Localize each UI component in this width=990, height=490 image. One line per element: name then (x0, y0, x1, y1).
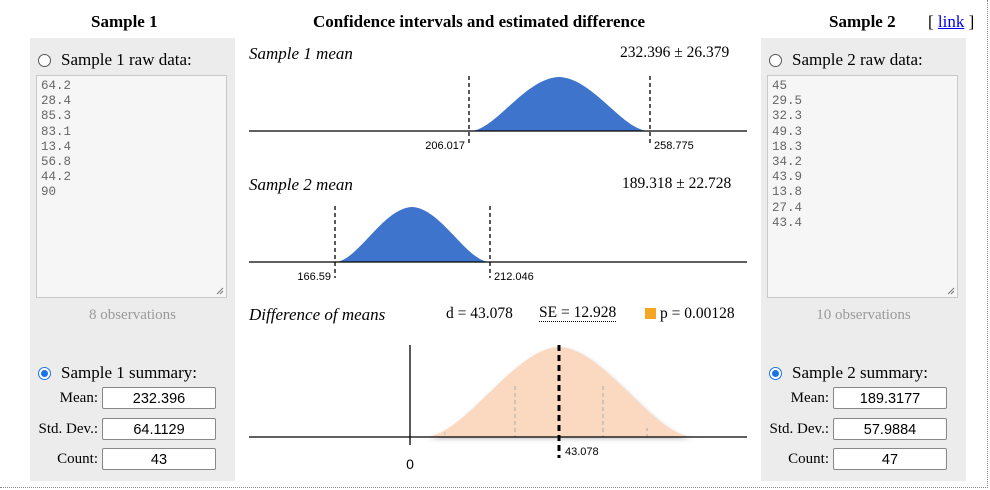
sample1-raw-label: Sample 1 raw data: (61, 50, 192, 69)
sample1-summary-radio-row[interactable]: Sample 1 summary: (38, 363, 197, 383)
diff-distribution-plot: 0 43.078 (249, 345, 747, 472)
sample2-mean-row: Mean: 189.3177 (761, 387, 966, 409)
s2-plot-summary: 189.318 ± 22.728 (622, 175, 732, 192)
s1-distribution-curve (470, 77, 649, 131)
sample1-count-row: Count: 43 (30, 448, 235, 470)
raw-value: 18.3 (772, 139, 803, 154)
sample1-sd-row: Std. Dev.: 64.1129 (30, 418, 235, 440)
diff-d-value: d = 43.078 (446, 305, 513, 322)
sample1-mean-row: Mean: 232.396 (30, 387, 235, 409)
sample1-header: Sample 1 (91, 12, 158, 31)
sample1-raw-textarea[interactable]: 64.2 28.4 85.3 83.1 13.4 56.8 44.2 90 (36, 75, 227, 298)
sample2-raw-label: Sample 2 raw data: (792, 50, 923, 69)
diff-zero-label: 0 (406, 456, 414, 472)
link-close-bracket: ] (968, 12, 975, 31)
count-label: Count: (57, 450, 98, 467)
p-value-swatch (645, 308, 656, 319)
sample1-panel: Sample 1 raw data: 64.2 28.4 85.3 83.1 1… (30, 38, 235, 481)
sample2-summary-radio-row[interactable]: Sample 2 summary: (769, 363, 928, 383)
link-open-bracket: [ (928, 12, 934, 31)
s2-distribution-curve (335, 207, 490, 262)
raw-value: 29.5 (772, 94, 803, 109)
diff-p-value: p = 0.00128 (660, 305, 735, 322)
raw-value: 34.2 (772, 155, 803, 170)
sample2-panel: Sample 2 raw data: 45 29.5 32.3 49.3 18.… (761, 38, 966, 481)
raw-value: 27.4 (772, 200, 803, 215)
sample2-raw-radio-row[interactable]: Sample 2 raw data: (769, 50, 923, 70)
raw-value: 32.3 (772, 109, 803, 124)
sample1-sd-input[interactable]: 64.1129 (102, 418, 216, 440)
raw-value: 49.3 (772, 124, 803, 139)
sd-label: Std. Dev.: (38, 420, 98, 437)
sample2-mean-input[interactable]: 189.3177 (833, 387, 947, 409)
raw-value: 13.8 (772, 185, 803, 200)
raw-value: 64.2 (41, 79, 72, 93)
sample1-observations: 8 observations (88, 307, 177, 323)
link-anchor[interactable]: link (937, 12, 965, 31)
sample2-count-input[interactable]: 47 (833, 448, 947, 470)
mean-label: Mean: (790, 389, 829, 406)
sample1-count-input[interactable]: 43 (102, 448, 216, 470)
sample2-raw-textarea[interactable]: 45 29.5 32.3 49.3 18.3 34.2 43.9 13.8 27… (767, 75, 958, 298)
sample2-observations: 10 observations (816, 307, 911, 323)
sample1-raw-radio[interactable] (38, 53, 51, 67)
sample1-summary-label: Sample 1 summary: (61, 363, 197, 382)
diff-marker-label: 43.078 (565, 446, 599, 458)
sample2-raw-radio[interactable] (769, 53, 782, 67)
raw-value: 45 (772, 79, 788, 93)
resize-grip-icon[interactable] (947, 287, 955, 295)
diff-plot-title: Difference of means (249, 305, 386, 324)
sample2-summary-radio[interactable] (769, 366, 782, 380)
diff-se-value[interactable]: SE = 12.928 (539, 304, 617, 322)
raw-value: 43.4 (772, 215, 803, 230)
raw-value: 56.8 (41, 155, 72, 170)
s2-lower-label: 166.59 (297, 271, 331, 283)
sample1-mean-input[interactable]: 232.396 (102, 387, 216, 409)
sample1-raw-radio-row[interactable]: Sample 1 raw data: (38, 50, 192, 70)
sample2-sd-row: Std. Dev.: 57.9884 (761, 418, 966, 440)
sample2-sd-input[interactable]: 57.9884 (833, 418, 947, 440)
s1-plot-summary: 232.396 ± 26.379 (620, 44, 730, 61)
mean-label: Mean: (59, 389, 98, 406)
s2-plot-title: Sample 2 mean (249, 175, 353, 194)
raw-value: 13.4 (41, 139, 72, 154)
sample1-summary-radio[interactable] (38, 366, 51, 380)
middle-header: Confidence intervals and estimated diffe… (313, 12, 646, 31)
sd-label: Std. Dev.: (769, 420, 829, 437)
sample2-summary-label: Sample 2 summary: (792, 363, 928, 382)
raw-value: 83.1 (41, 124, 72, 139)
diff-distribution-curve (424, 347, 694, 437)
s1-distribution-plot: 206.017 258.775 (249, 76, 747, 152)
s2-upper-label: 212.046 (494, 271, 534, 283)
count-label: Count: (788, 450, 829, 467)
s1-plot-title: Sample 1 mean (249, 44, 353, 63)
raw-value: 43.9 (772, 170, 803, 185)
resize-grip-icon[interactable] (216, 287, 224, 295)
sample2-header: Sample 2 (829, 12, 896, 31)
link-group: [ link ] (928, 12, 974, 32)
raw-value: 85.3 (41, 109, 72, 124)
s2-distribution-plot: 166.59 212.046 (249, 206, 747, 283)
raw-value: 44.2 (41, 170, 72, 185)
s1-lower-label: 206.017 (425, 140, 465, 152)
raw-value: 28.4 (41, 94, 72, 109)
s1-upper-label: 258.775 (654, 140, 694, 152)
sample2-count-row: Count: 47 (761, 448, 966, 470)
raw-value: 90 (41, 185, 57, 200)
